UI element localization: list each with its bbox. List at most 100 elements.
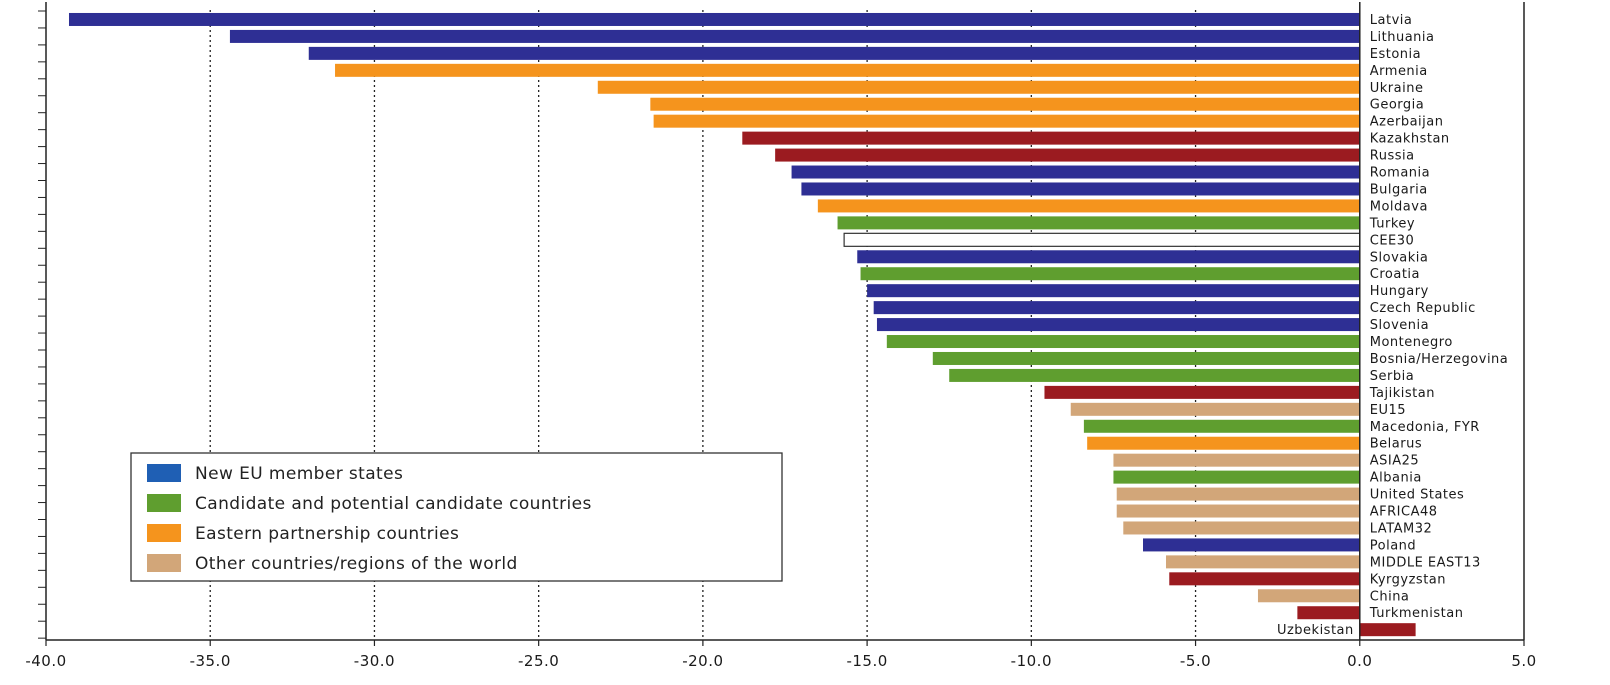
category-label: Tajikistan	[1369, 386, 1435, 401]
label-background	[1226, 622, 1354, 638]
bar-hungary	[867, 284, 1360, 298]
bar-azerbaijan	[653, 114, 1360, 128]
bar-serbia	[949, 368, 1360, 382]
bar-czech-republic	[873, 301, 1360, 315]
legend-label: New EU member states	[195, 464, 403, 484]
category-label: China	[1370, 589, 1410, 604]
bar-asia25	[1113, 453, 1360, 467]
bar-middle-east13	[1165, 555, 1360, 569]
bar-macedonia-fyr	[1083, 419, 1360, 433]
category-label: Bulgaria	[1370, 182, 1428, 197]
x-tick-label: -20.0	[682, 652, 723, 670]
category-label: Serbia	[1370, 369, 1414, 384]
bar-slovenia	[876, 318, 1360, 332]
category-labels: Latvia Lithuania Estonia Armenia Ukraine Geor…	[1226, 13, 1508, 638]
category-label: Kazakhstan	[1370, 132, 1450, 147]
category-label: EU15	[1370, 403, 1406, 418]
category-label: CEE30	[1370, 233, 1415, 248]
category-label: Czech Republic	[1370, 301, 1476, 316]
bar-cee30	[843, 232, 1361, 247]
x-tick-label: -15.0	[846, 652, 887, 670]
category-label: Russia	[1370, 149, 1415, 164]
bar-moldava	[817, 199, 1360, 213]
category-label: Slovenia	[1370, 318, 1429, 333]
category-label: Moldava	[1370, 199, 1428, 214]
bar-ukraine	[597, 80, 1360, 94]
bar-bosnia-herzegovina	[932, 351, 1360, 365]
bars	[68, 12, 1416, 637]
bar-turkey	[837, 216, 1360, 230]
axes	[38, 2, 1525, 646]
bar-slovakia	[857, 250, 1360, 264]
category-label: LATAM32	[1370, 521, 1433, 536]
bar-kazakhstan	[742, 131, 1360, 145]
bar-romania	[791, 165, 1360, 179]
bar-montenegro	[886, 335, 1360, 349]
x-tick-label: -10.0	[1011, 652, 1052, 670]
bar-tajikistan	[1044, 385, 1360, 399]
legend-label: Eastern partnership countries	[195, 524, 459, 544]
x-axis-ticks: -40.0 -35.0 -30.0 -25.0 -20.0 -15.0 -10.0 -5.0 0…	[25, 652, 1536, 670]
category-label: ASIA25	[1370, 454, 1419, 469]
bar-bulgaria	[801, 182, 1360, 196]
x-tick-label: 0.0	[1347, 652, 1372, 670]
bar-russia	[775, 148, 1360, 162]
category-label: Bosnia/Herzegovina	[1370, 352, 1509, 367]
bar-latam32	[1123, 521, 1360, 535]
x-tick-label: -35.0	[190, 652, 231, 670]
x-tick-label: -25.0	[518, 652, 559, 670]
category-label: Turkmenistan	[1369, 606, 1464, 621]
bar-china	[1257, 589, 1360, 603]
bar-latvia	[68, 12, 1360, 26]
category-label: Albania	[1370, 471, 1422, 486]
bar-estonia	[308, 46, 1360, 60]
category-label: Ukraine	[1370, 81, 1424, 96]
bar-albania	[1113, 470, 1360, 484]
category-label: Croatia	[1370, 267, 1420, 282]
legend-box	[130, 452, 783, 582]
bar-africa48	[1116, 504, 1360, 518]
x-tick-label: -5.0	[1180, 652, 1211, 670]
category-label: Estonia	[1370, 47, 1421, 62]
category-label: Poland	[1370, 538, 1416, 553]
category-label: Lithuania	[1370, 30, 1435, 45]
legend-swatch	[147, 554, 181, 572]
bar-united-states	[1116, 487, 1360, 501]
category-label: Slovakia	[1370, 250, 1429, 265]
legend: New EU member states Candidate and potent…	[130, 452, 783, 582]
category-label: Armenia	[1370, 64, 1428, 79]
category-label: Kyrgyzstan	[1370, 572, 1446, 587]
category-label: Montenegro	[1370, 335, 1453, 350]
category-label: MIDDLE EAST13	[1370, 555, 1481, 570]
bar-turkmenistan	[1297, 606, 1360, 620]
bar-uzbekistan	[1359, 623, 1416, 637]
category-label: United States	[1370, 488, 1465, 503]
category-label: Uzbekistan	[1277, 623, 1354, 638]
category-label: Macedonia, FYR	[1370, 420, 1480, 435]
category-label: Latvia	[1370, 13, 1413, 28]
bar-georgia	[650, 97, 1360, 111]
category-label: Azerbaijan	[1370, 115, 1444, 130]
category-label: Belarus	[1370, 437, 1422, 452]
legend-swatch	[147, 524, 181, 542]
legend-swatch	[147, 494, 181, 512]
bar-eu15	[1070, 402, 1360, 416]
category-label: Georgia	[1370, 98, 1424, 113]
legend-label: Other countries/regions of the world	[195, 554, 518, 574]
category-label: Turkey	[1369, 216, 1415, 231]
bar-kyrgyzstan	[1169, 572, 1360, 586]
bar-armenia	[335, 63, 1360, 77]
x-tick-label: 5.0	[1511, 652, 1536, 670]
category-label: Romania	[1370, 166, 1430, 181]
legend-label: Candidate and potential candidate countr…	[195, 494, 592, 514]
category-label: Hungary	[1370, 284, 1429, 299]
category-label: AFRICA48	[1370, 505, 1438, 520]
bar-lithuania	[229, 29, 1360, 43]
x-tick-label: -40.0	[25, 652, 66, 670]
bar-belarus	[1087, 436, 1360, 450]
bar-poland	[1143, 538, 1360, 552]
legend-swatch	[147, 464, 181, 482]
bar-croatia	[860, 267, 1360, 281]
x-tick-label: -30.0	[354, 652, 395, 670]
